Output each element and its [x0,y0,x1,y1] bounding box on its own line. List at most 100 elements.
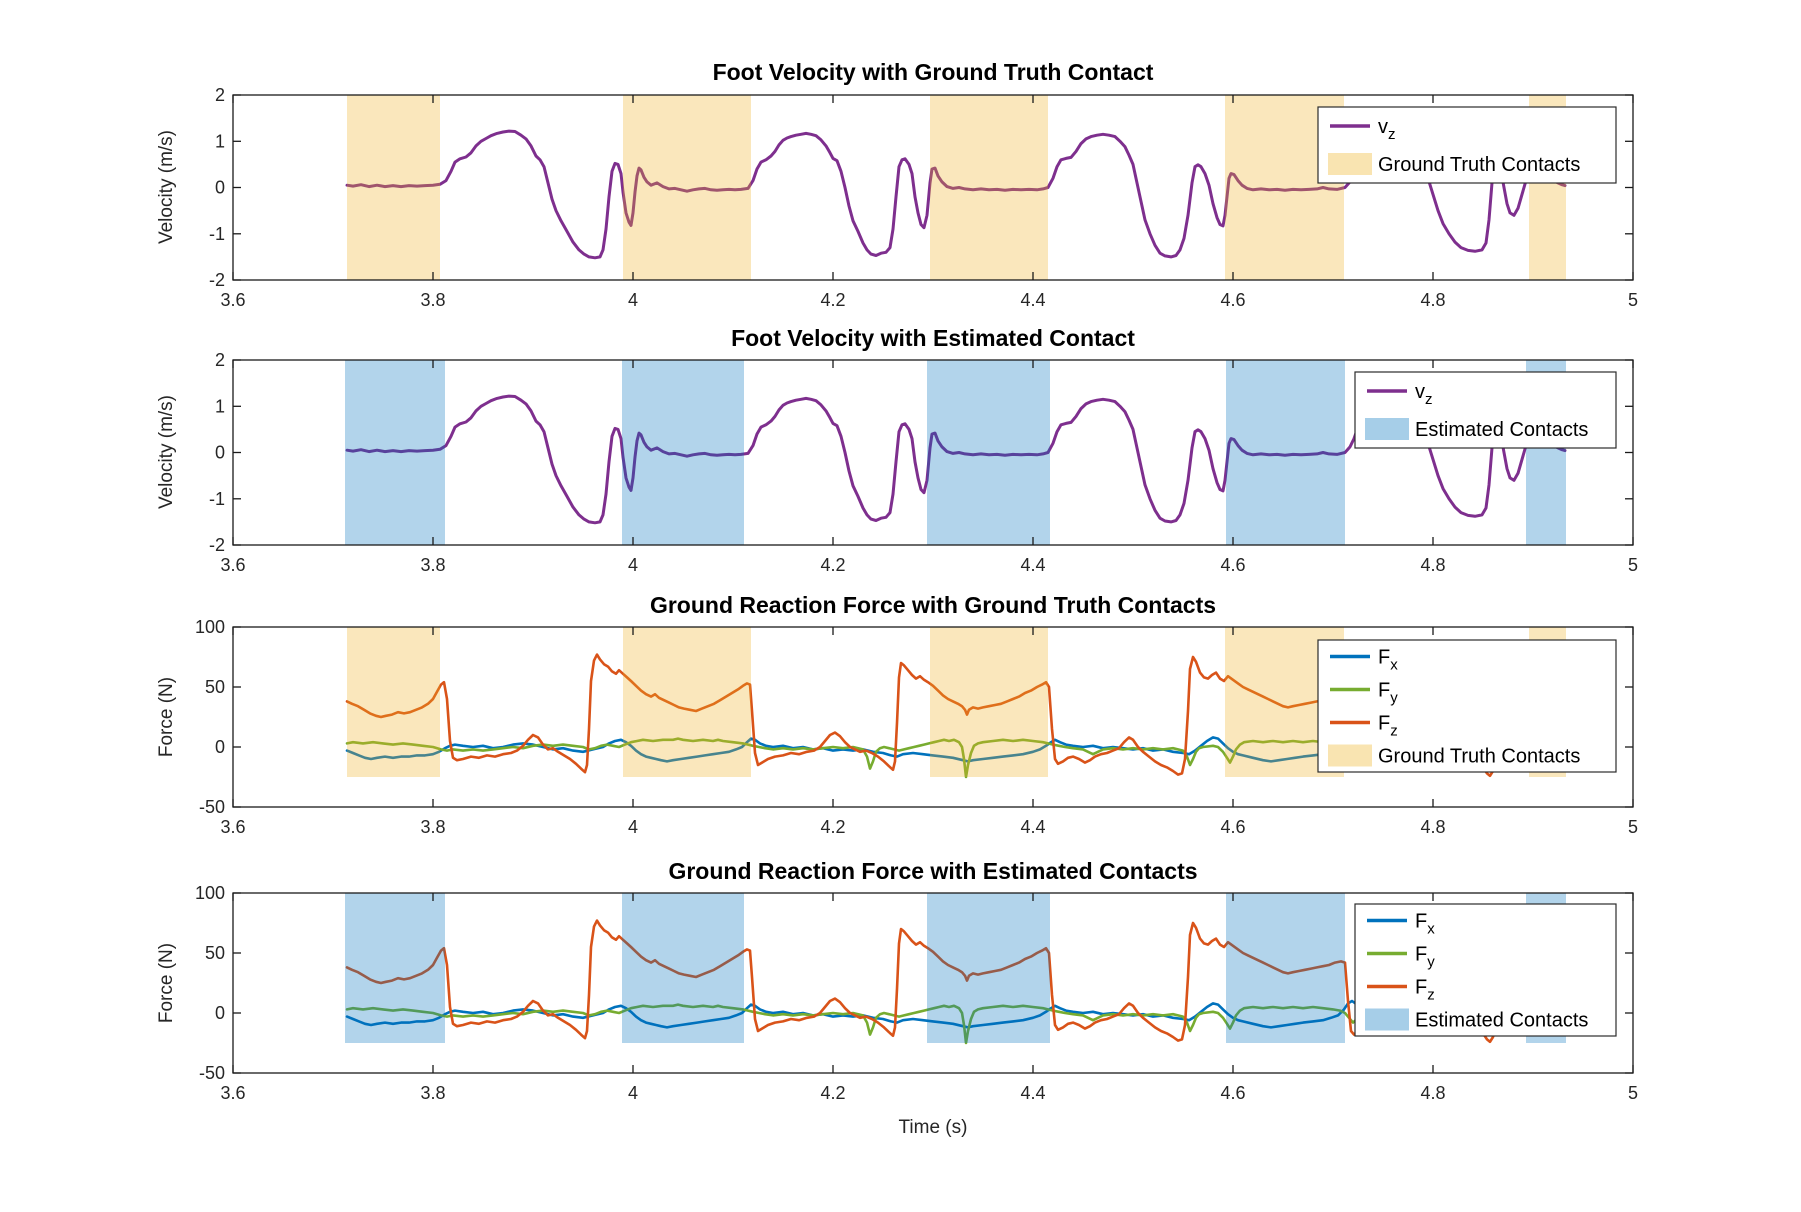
subplot3-title: Ground Reaction Force with Ground Truth … [649,592,1217,618]
legend-label: Ground Truth Contacts [1378,154,1580,176]
y-tick-label: 0 [215,737,225,757]
legend: vz Ground Truth Contacts [1317,106,1617,184]
estimated-contact-band [927,360,1050,545]
ground-truth-contact-band [623,627,751,777]
x-tick-label: 4.4 [1020,817,1045,837]
x-tick-label: 3.8 [420,555,445,575]
subplot1: 3.6 3.8 4 4.2 4.4 4.6 4.8 5 -2 -1 0 1 2 vz Ground Trut… [209,85,1638,310]
legend-label: Fy [1415,944,1435,971]
subplot1-title: Foot Velocity with Ground Truth Contact [712,59,1154,85]
x-tick-label: 4.2 [820,555,845,575]
x-tick-label: 5 [1628,1083,1638,1103]
x-tick-label: 3.8 [420,817,445,837]
legend-box [1354,371,1617,449]
y-tick-label: 1 [215,396,225,416]
x-tick-label: 4 [628,817,638,837]
y-tick-label: 50 [205,943,225,963]
legend-label: Fz [1378,713,1398,740]
x-tick-label: 4.6 [1220,817,1245,837]
ground-truth-contact-band [623,95,751,280]
estimated-contact-band [622,893,744,1043]
x-tick-label: 4.8 [1420,817,1445,837]
legend-patch-sample-estimated [1365,418,1409,440]
legend-box [1317,106,1617,184]
x-tick-label: 4.4 [1020,555,1045,575]
x-tick-label: 4 [628,290,638,310]
legend-label: vz [1378,116,1396,143]
x-tick-label: 5 [1628,555,1638,575]
x-tick-label: 3.6 [220,290,245,310]
legend-box [1354,903,1617,1037]
legend-label: Fz [1415,977,1435,1004]
x-tick-label: 4.4 [1020,1083,1045,1103]
subplot2-title: Foot Velocity with Estimated Contact [731,325,1135,351]
legend-label: Fy [1378,680,1398,707]
y-tick-label: 2 [215,350,225,370]
estimated-contact-band [1226,360,1345,545]
x-tick-label: 4.2 [820,290,845,310]
series-fy-line [345,1003,1565,1045]
x-tick-label: 4.8 [1420,1083,1445,1103]
y-tick-label: 2 [215,85,225,105]
y-tick-label: 100 [195,617,225,637]
legend-patch-sample-estimated [1365,1008,1409,1031]
legend-label: vz [1415,381,1433,408]
estimated-contact-band [345,360,445,545]
x-tick-label: 4.6 [1220,290,1245,310]
y-tick-label: -1 [209,489,225,509]
x-tick-label: 4 [628,555,638,575]
estimated-contact-band [927,893,1050,1043]
y-tick-label: 0 [215,178,225,198]
y-tick-label: -50 [199,1063,225,1083]
estimated-contact-band [622,360,744,545]
subplot4: 3.6 3.8 4 4.2 4.4 4.6 4.8 5 -50 0 50 100 Fx Fy Fz Estim… [195,883,1638,1103]
y-tick-label: 100 [195,883,225,903]
x-tick-label: 4.2 [820,817,845,837]
x-axis-label: Time (s) [898,1117,968,1138]
legend: Fx Fy Fz Ground Truth Contacts [1317,639,1617,773]
subplot4-title: Ground Reaction Force with Estimated Con… [668,858,1198,884]
y-tick-label: -50 [199,797,225,817]
x-tick-label: 3.8 [420,290,445,310]
y-tick-label: -2 [209,270,225,290]
legend-label: Ground Truth Contacts [1378,746,1580,768]
legend-patch-sample-ground_truth [1328,744,1372,767]
x-tick-label: 4.6 [1220,1083,1245,1103]
x-tick-label: 3.6 [220,1083,245,1103]
legend-box [1317,639,1617,773]
x-tick-label: 4.8 [1420,555,1445,575]
ground-truth-contact-band [930,627,1048,777]
legend-label: Fx [1378,647,1398,674]
legend-patch-sample-ground_truth [1328,153,1372,175]
x-tick-label: 4 [628,1083,638,1103]
y-tick-label: 0 [215,443,225,463]
x-tick-label: 4.4 [1020,290,1045,310]
x-tick-label: 3.6 [220,555,245,575]
legend: vz Estimated Contacts [1354,371,1617,449]
estimated-contact-band [1226,893,1345,1043]
x-tick-label: 5 [1628,817,1638,837]
ground-truth-contact-band [347,95,440,280]
x-tick-label: 5 [1628,290,1638,310]
y-tick-label: 1 [215,131,225,151]
legend: Fx Fy Fz Estimated Contacts [1354,903,1617,1037]
y-tick-label: -2 [209,535,225,555]
x-tick-label: 4.6 [1220,555,1245,575]
legend-label: Estimated Contacts [1415,1010,1588,1032]
ground-truth-contact-band [347,627,440,777]
subplot2: 3.6 3.8 4 4.2 4.4 4.6 4.8 5 -2 -1 0 1 2 vz Estimated C… [209,350,1638,575]
ground-truth-contact-band [930,95,1048,280]
axes-box [232,892,1634,1074]
estimated-contact-band [345,893,445,1043]
series-fz-line [345,919,1566,1044]
y-tick-label: -1 [209,224,225,244]
x-tick-label: 3.8 [420,1083,445,1103]
y-tick-label: 50 [205,677,225,697]
legend-label: Fx [1415,911,1435,938]
x-tick-label: 4.2 [820,1083,845,1103]
axes-box [232,626,1634,808]
x-tick-label: 4.8 [1420,290,1445,310]
x-tick-label: 3.6 [220,817,245,837]
